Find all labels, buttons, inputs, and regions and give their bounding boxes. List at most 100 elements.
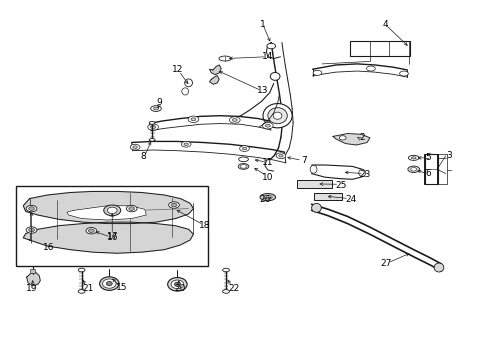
Bar: [296, 180, 331, 188]
Ellipse shape: [191, 118, 196, 121]
Polygon shape: [27, 272, 40, 286]
Ellipse shape: [410, 167, 416, 171]
Ellipse shape: [174, 282, 180, 287]
Ellipse shape: [150, 106, 161, 111]
Ellipse shape: [238, 163, 248, 169]
Ellipse shape: [78, 268, 85, 272]
Ellipse shape: [153, 107, 158, 110]
Ellipse shape: [78, 290, 85, 293]
Text: 16: 16: [43, 243, 55, 252]
Text: 20: 20: [174, 284, 185, 293]
Ellipse shape: [168, 202, 179, 208]
Ellipse shape: [181, 141, 191, 147]
Ellipse shape: [242, 147, 246, 150]
Text: 22: 22: [228, 284, 239, 293]
Ellipse shape: [222, 268, 229, 272]
Text: 13: 13: [257, 86, 268, 95]
Ellipse shape: [407, 166, 419, 172]
Polygon shape: [209, 65, 221, 75]
Ellipse shape: [266, 43, 275, 49]
Ellipse shape: [366, 66, 374, 71]
Ellipse shape: [238, 157, 248, 162]
Ellipse shape: [130, 144, 140, 150]
Ellipse shape: [150, 126, 155, 129]
Polygon shape: [67, 206, 146, 220]
Ellipse shape: [263, 104, 291, 128]
Text: 19: 19: [26, 284, 37, 293]
Ellipse shape: [358, 169, 365, 176]
Ellipse shape: [309, 165, 316, 173]
Polygon shape: [332, 134, 369, 145]
Ellipse shape: [267, 108, 287, 124]
Text: 15: 15: [116, 283, 127, 292]
Text: 24: 24: [344, 195, 355, 204]
Bar: [313, 193, 341, 200]
Text: 26: 26: [259, 195, 270, 204]
Ellipse shape: [171, 280, 183, 289]
Text: 3: 3: [445, 151, 450, 160]
Ellipse shape: [399, 71, 407, 76]
Ellipse shape: [339, 136, 346, 140]
Polygon shape: [23, 192, 193, 224]
Ellipse shape: [182, 88, 188, 95]
Text: 17: 17: [106, 232, 118, 241]
Ellipse shape: [106, 282, 112, 286]
Ellipse shape: [149, 121, 155, 124]
Bar: [424, 154, 436, 184]
Bar: [16, 186, 207, 266]
Polygon shape: [209, 76, 219, 84]
Ellipse shape: [133, 146, 137, 148]
Bar: [350, 41, 409, 56]
Ellipse shape: [262, 122, 273, 129]
Text: 25: 25: [334, 181, 346, 190]
Text: 7: 7: [300, 156, 306, 165]
Ellipse shape: [229, 117, 240, 123]
Ellipse shape: [219, 56, 231, 61]
Text: 10: 10: [262, 173, 273, 182]
Text: 5: 5: [425, 153, 430, 162]
Text: 1: 1: [260, 20, 265, 29]
Text: 4: 4: [382, 20, 387, 29]
Text: 21: 21: [82, 284, 93, 293]
Text: 9: 9: [156, 98, 162, 107]
Ellipse shape: [128, 207, 134, 210]
Ellipse shape: [149, 139, 155, 141]
Ellipse shape: [232, 118, 237, 121]
Ellipse shape: [265, 124, 270, 127]
Text: 27: 27: [380, 260, 391, 269]
Ellipse shape: [183, 143, 188, 145]
Text: 14: 14: [262, 52, 273, 61]
Ellipse shape: [410, 157, 415, 159]
Bar: [425, 154, 437, 184]
Ellipse shape: [103, 205, 121, 216]
Ellipse shape: [26, 227, 37, 233]
Ellipse shape: [278, 154, 283, 157]
Ellipse shape: [311, 203, 321, 212]
Text: 8: 8: [140, 152, 146, 161]
Ellipse shape: [88, 229, 94, 233]
Ellipse shape: [29, 228, 34, 232]
Ellipse shape: [263, 195, 272, 199]
Ellipse shape: [433, 263, 443, 272]
Ellipse shape: [26, 205, 37, 212]
Ellipse shape: [273, 112, 282, 119]
Polygon shape: [23, 222, 193, 253]
Ellipse shape: [270, 72, 280, 80]
Ellipse shape: [276, 153, 285, 158]
Ellipse shape: [184, 79, 192, 87]
Text: 2: 2: [359, 133, 364, 142]
Ellipse shape: [29, 207, 34, 210]
Ellipse shape: [260, 194, 275, 201]
Ellipse shape: [167, 278, 187, 291]
Text: 12: 12: [171, 66, 183, 75]
Ellipse shape: [312, 70, 321, 75]
Ellipse shape: [171, 203, 177, 207]
Ellipse shape: [86, 228, 97, 234]
Ellipse shape: [240, 165, 246, 168]
Ellipse shape: [407, 156, 418, 160]
Ellipse shape: [147, 124, 158, 130]
Text: 16: 16: [106, 233, 118, 242]
Bar: [30, 269, 35, 273]
Text: 6: 6: [425, 169, 430, 178]
Text: 18: 18: [199, 221, 210, 230]
